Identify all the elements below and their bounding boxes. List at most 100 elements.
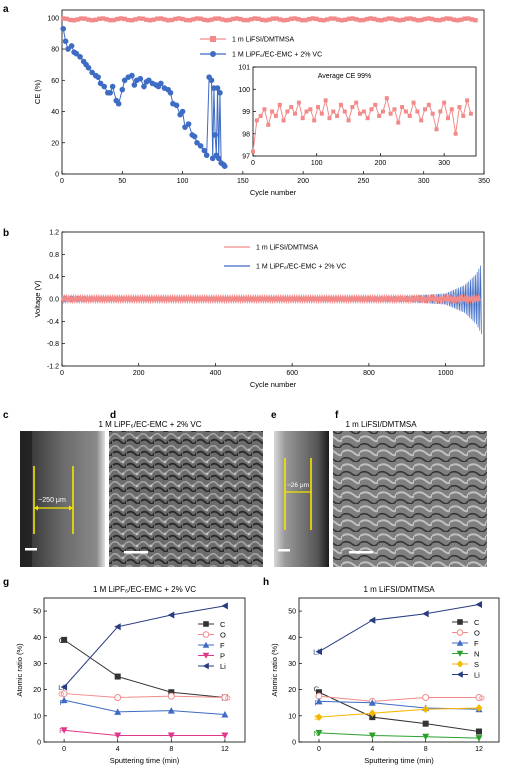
point-dmtmsa [151, 17, 156, 22]
y-tick-label: 30 [288, 661, 296, 668]
point-dmtmsa [147, 18, 153, 23]
inset-point [434, 127, 439, 132]
inset-point [273, 113, 278, 118]
point-lipf6 [217, 89, 223, 96]
inline-label-li: Li [313, 648, 319, 657]
y-tick-label: 80 [51, 47, 59, 54]
point-dmtmsa [198, 16, 203, 21]
point-dmtmsa [122, 16, 127, 22]
point-dmtmsa [202, 17, 207, 22]
b-s1-legend-label: 1 M LiPF₆/EC-EMC + 2% VC [256, 264, 346, 271]
series-p-line [64, 729, 225, 736]
point-li [422, 610, 429, 618]
point-lipf6 [129, 72, 135, 79]
point-dmtmsa [111, 17, 117, 23]
point-dmtmsa [129, 18, 135, 23]
inset-point [346, 118, 351, 123]
point-p [221, 732, 229, 739]
point-dmtmsa [361, 17, 366, 23]
inset-point [312, 118, 317, 123]
x-tick-label: 12 [475, 746, 483, 753]
point-dmtmsa [169, 17, 174, 23]
point-dmtmsa [415, 18, 420, 23]
sem-image-e [274, 431, 329, 567]
y-axis-label: Atomic ratio (%) [270, 643, 279, 697]
point-dmtmsa [386, 16, 391, 21]
a-s1-legend-marker [210, 51, 216, 57]
x-tick-label: 1000 [438, 370, 454, 377]
point-dmtmsa [343, 17, 348, 23]
y-tick-label: 0 [37, 740, 41, 747]
inset-point [457, 105, 462, 110]
inline-label-n: N [314, 729, 319, 738]
panel-letter-e: e [271, 410, 277, 421]
point-lipf6 [203, 152, 210, 159]
point-dmtmsa [256, 16, 261, 22]
sem-image-f [333, 431, 487, 567]
point-dmtmsa [205, 18, 211, 23]
y-tick-label: 50 [33, 609, 41, 616]
point-dmtmsa [455, 18, 460, 23]
x-axis-label: Sputtering time (min) [110, 756, 180, 765]
x-axis-label: Cycle number [250, 380, 297, 389]
point-lipf6 [97, 80, 104, 87]
point-dmtmsa [216, 16, 221, 21]
sem-title-e: 1 m LiFSI/DMTMSA [345, 420, 417, 429]
point-lipf6 [119, 86, 126, 93]
point-dmtmsa [332, 16, 337, 21]
y-tick-label: -0.8 [47, 341, 59, 348]
series-dmtmsa-voltage [60, 293, 481, 305]
point-dmtmsa [306, 16, 312, 22]
point-dmtmsa [357, 17, 363, 23]
point-lipf6 [167, 89, 174, 96]
point-c [369, 714, 376, 721]
legend-marker-li [456, 671, 463, 678]
point-dmtmsa [100, 16, 106, 21]
point-dmtmsa [466, 16, 471, 21]
inset-point [468, 111, 473, 116]
point-dmtmsa [267, 17, 272, 22]
chart-title: 1 m LiFSI/DMTMSA [363, 585, 435, 594]
point-dmtmsa [173, 16, 178, 22]
point-dmtmsa [75, 17, 80, 22]
point-lipf6 [201, 147, 208, 154]
point-p [167, 732, 175, 739]
point-dmtmsa [444, 16, 449, 21]
point-dmtmsa [220, 17, 225, 22]
inset-point [293, 111, 298, 116]
y-tick-label: 20 [288, 687, 296, 694]
point-dmtmsa [140, 16, 145, 21]
point-f [167, 707, 175, 714]
inset-annotation: Average CE 99% [318, 73, 372, 80]
legend-label-n: N [474, 650, 479, 659]
series-s-line [318, 707, 480, 718]
x-tick-label: 200 [297, 178, 309, 185]
series-f-line [63, 699, 225, 716]
point-dmtmsa [433, 17, 438, 23]
inline-label-f: F [314, 698, 319, 707]
inset-point [400, 105, 405, 110]
y-tick-label: 100 [238, 87, 250, 94]
point-dmtmsa [162, 17, 167, 22]
x-tick-label: 0 [60, 370, 64, 377]
point-dmtmsa [404, 16, 410, 21]
point-s [368, 709, 376, 717]
point-c [422, 720, 429, 727]
point-lipf6 [214, 85, 221, 91]
point-dmtmsa [339, 18, 344, 23]
y-tick-label: 20 [51, 140, 59, 147]
legend-marker-f [456, 639, 464, 646]
point-dmtmsa [292, 16, 297, 21]
point-lipf6 [141, 83, 147, 90]
point-li [368, 616, 376, 624]
point-dmtmsa [328, 16, 334, 21]
inset-point [304, 109, 309, 114]
plot-frame [61, 9, 485, 175]
point-dmtmsa [353, 17, 359, 22]
point-dmtmsa [401, 17, 406, 22]
y-tick-label: -1.2 [47, 364, 59, 371]
inset-point [350, 105, 355, 110]
point-dmtmsa [429, 16, 435, 22]
point-dmtmsa [126, 17, 131, 23]
